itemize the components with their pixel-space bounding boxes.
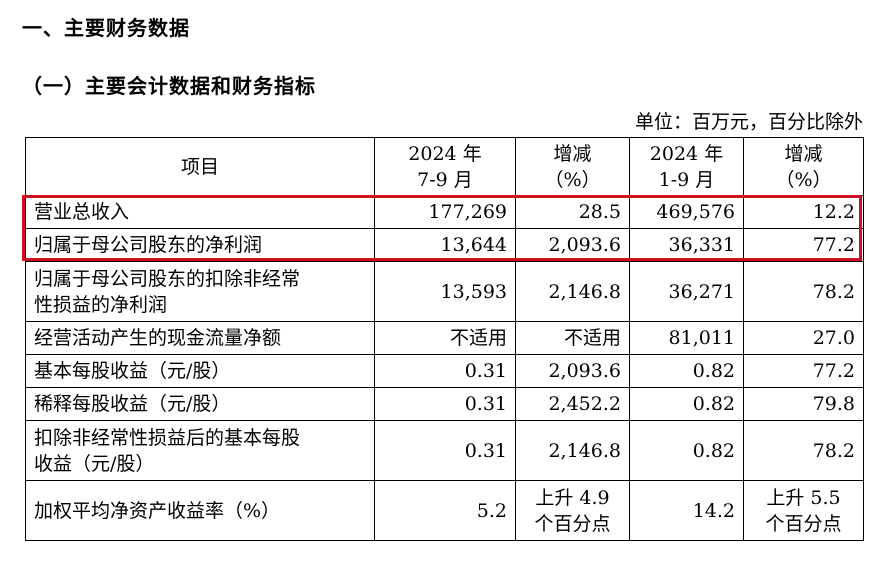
cell-q3-change: 不适用 [515,321,630,355]
table-row: 经营活动产生的现金流量净额 不适用 不适用 81,011 27.0 [25,321,864,355]
cell-ytd: 14.2 [629,480,744,541]
section-heading: 一、主要财务数据 [22,16,190,40]
header-q3-change: 增减 （%） [515,137,630,196]
row-label: 归属于母公司股东的净利润 [25,228,375,262]
cell-ytd-change: 78.2 [743,261,864,322]
subsection-heading: （一）主要会计数据和财务指标 [22,74,316,98]
cell-ytd: 81,011 [629,321,744,355]
cell-q3-change: 2,093.6 [515,228,630,262]
unit-note: 单位：百万元，百分比除外 [634,111,863,133]
table-row: 基本每股收益（元/股） 0.31 2,093.6 0.82 77.2 [25,354,864,388]
table-row: 营业总收入 177,269 28.5 469,576 12.2 [25,195,864,229]
cell-ytd-change: 79.8 [743,387,864,421]
row-label: 扣除非经常性损益后的基本每股 收益（元/股） [25,420,375,481]
row-label: 稀释每股收益（元/股） [25,387,375,421]
cell-q3: 不适用 [374,321,516,355]
cell-ytd: 36,271 [629,261,744,322]
cell-q3: 13,593 [374,261,516,322]
header-ytd-change: 增减 （%） [743,137,864,196]
cell-ytd: 0.82 [629,387,744,421]
table-row: 扣除非经常性损益后的基本每股 收益（元/股） 0.31 2,146.8 0.82 … [25,420,864,481]
row-label: 营业总收入 [25,195,375,229]
cell-ytd: 0.82 [629,420,744,481]
row-label: 基本每股收益（元/股） [25,354,375,388]
cell-ytd-change: 27.0 [743,321,864,355]
cell-ytd: 469,576 [629,195,744,229]
cell-q3: 5.2 [374,480,516,541]
cell-q3-change: 上升 4.9 个百分点 [515,480,630,541]
cell-q3-change: 2,452.2 [515,387,630,421]
table-row: 加权平均净资产收益率（%） 5.2 上升 4.9 个百分点 14.2 上升 5.5… [25,480,864,541]
cell-ytd-change: 77.2 [743,354,864,388]
cell-q3: 0.31 [374,354,516,388]
table-row: 归属于母公司股东的净利润 13,644 2,093.6 36,331 77.2 [25,228,864,262]
row-label: 经营活动产生的现金流量净额 [25,321,375,355]
row-label: 加权平均净资产收益率（%） [25,480,375,541]
cell-q3: 177,269 [374,195,516,229]
financial-data-table: 项目 2024 年 7-9 月 增减 （%） 2024 年 1-9 月 增减 （%） 营… [25,137,864,541]
cell-q3-change: 2,093.6 [515,354,630,388]
cell-q3-change: 2,146.8 [515,261,630,322]
cell-q3: 0.31 [374,387,516,421]
header-q3: 2024 年 7-9 月 [374,137,516,196]
table-header-row: 项目 2024 年 7-9 月 增减 （%） 2024 年 1-9 月 增减 （%） [25,137,864,196]
cell-ytd-change: 12.2 [743,195,864,229]
cell-q3-change: 2,146.8 [515,420,630,481]
cell-ytd-change: 上升 5.5 个百分点 [743,480,864,541]
header-item: 项目 [25,137,375,196]
cell-ytd-change: 77.2 [743,228,864,262]
cell-ytd: 36,331 [629,228,744,262]
table-row: 归属于母公司股东的扣除非经常 性损益的净利润 13,593 2,146.8 36,… [25,261,864,322]
cell-q3: 0.31 [374,420,516,481]
table-row: 稀释每股收益（元/股） 0.31 2,452.2 0.82 79.8 [25,387,864,421]
header-ytd: 2024 年 1-9 月 [629,137,744,196]
cell-q3-change: 28.5 [515,195,630,229]
cell-ytd: 0.82 [629,354,744,388]
cell-ytd-change: 78.2 [743,420,864,481]
cell-q3: 13,644 [374,228,516,262]
row-label: 归属于母公司股东的扣除非经常 性损益的净利润 [25,261,375,322]
